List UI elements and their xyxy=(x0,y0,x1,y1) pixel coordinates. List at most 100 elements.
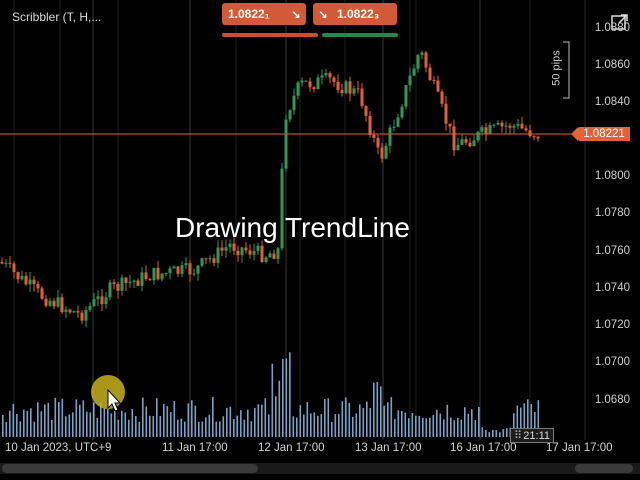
candle-body xyxy=(516,123,520,126)
candle-body xyxy=(244,247,248,251)
volume-bar xyxy=(488,432,491,437)
candle-body xyxy=(488,125,492,134)
mouse-cursor-icon xyxy=(88,370,132,414)
volume-bar xyxy=(317,415,319,437)
volume-bar xyxy=(61,398,64,437)
volume-bar xyxy=(439,413,442,437)
volume-bar xyxy=(299,405,302,437)
time-axis-label: 12 Jan 17:00 xyxy=(258,442,325,454)
crosshair-time-label: ⠿ 21:11 xyxy=(510,428,554,443)
volume-bar xyxy=(166,406,169,437)
volume-bar xyxy=(128,419,130,437)
volume-bar xyxy=(471,409,473,437)
volume-bar xyxy=(240,410,242,437)
volume-bar xyxy=(170,412,172,437)
candle-body xyxy=(368,115,372,135)
volume-bar xyxy=(366,401,368,437)
candle-body xyxy=(108,282,112,298)
volume-bar xyxy=(530,403,533,437)
volume-bar xyxy=(425,418,428,437)
candle-body xyxy=(52,300,56,307)
price-axis-label: 1.0860 xyxy=(594,59,630,71)
volume-bar xyxy=(271,363,274,437)
candle-body xyxy=(252,250,256,255)
volume-bar xyxy=(86,411,88,437)
volume-bar xyxy=(338,414,340,437)
price-axis-label: 1.0740 xyxy=(594,282,630,294)
candle-body xyxy=(184,263,188,266)
candle-body xyxy=(44,298,48,306)
candle-body xyxy=(164,273,168,275)
volume-bar xyxy=(180,418,183,437)
volume-bar xyxy=(100,402,102,437)
volume-bar xyxy=(152,415,155,437)
candle-body xyxy=(312,87,316,90)
candle-body xyxy=(88,305,92,310)
candle-body xyxy=(220,247,224,251)
price-axis-label: 1.0840 xyxy=(594,96,630,108)
volume-bar xyxy=(163,403,165,437)
volume-bar xyxy=(226,407,228,437)
expand-icon[interactable] xyxy=(610,12,630,32)
volume-bar xyxy=(390,397,393,437)
volume-bar xyxy=(79,404,81,437)
volume-bar xyxy=(23,409,25,437)
volume-bar xyxy=(184,421,186,437)
candle-body xyxy=(216,247,220,263)
symbol-label: Scribbler (T, H,... xyxy=(12,10,102,24)
volume-bar xyxy=(310,413,312,437)
candle-body xyxy=(480,127,484,132)
volume-bar xyxy=(131,409,134,437)
candle-body xyxy=(344,81,348,94)
buy-bar xyxy=(322,33,398,37)
volume-bar xyxy=(37,402,39,437)
volume-bar xyxy=(103,407,106,437)
candle-body xyxy=(232,243,236,251)
scrollbar-thumb[interactable] xyxy=(575,464,633,473)
price-axis-label: 1.0700 xyxy=(594,356,630,368)
scrollbar-track[interactable] xyxy=(2,464,258,473)
volume-bar xyxy=(523,403,526,437)
volume-bar xyxy=(464,407,466,437)
candle-body xyxy=(396,117,400,127)
candle-body xyxy=(124,277,128,284)
volume-bar xyxy=(453,420,456,437)
candle-body xyxy=(144,272,148,280)
volume-bar xyxy=(198,421,200,437)
candle-body xyxy=(176,266,180,274)
candle-body xyxy=(76,311,80,313)
arrow-down-right-icon: ↘ xyxy=(291,8,301,21)
sell-button[interactable]: 1.0822₁ ↘ xyxy=(222,3,306,25)
volume-bar xyxy=(278,380,281,437)
volume-bar xyxy=(243,419,246,437)
volume-bar xyxy=(194,405,197,437)
candle-body xyxy=(404,85,408,107)
volume-bar xyxy=(257,404,260,437)
volume-bar xyxy=(411,412,414,437)
candle-body xyxy=(356,88,360,90)
candle-body xyxy=(180,265,184,274)
volume-bar xyxy=(355,413,358,437)
volume-bar xyxy=(65,416,67,437)
candle-body xyxy=(240,247,244,256)
volume-bar xyxy=(467,413,470,437)
candle-body xyxy=(256,245,260,251)
price-axis-label: 1.0880 xyxy=(594,22,630,34)
candle-body xyxy=(200,258,204,266)
horizontal-scrollbar[interactable] xyxy=(0,463,640,474)
volume-bar xyxy=(520,407,522,437)
volume-bar xyxy=(296,417,298,437)
volume-bar xyxy=(432,415,435,437)
volume-bar xyxy=(345,397,347,437)
drag-handle-icon: ⠿ xyxy=(514,430,523,442)
candle-body xyxy=(0,262,4,264)
buy-button[interactable]: ↘ 1.0822₃ xyxy=(313,3,397,25)
volume-bar xyxy=(149,415,151,437)
candle-body xyxy=(460,139,464,145)
volume-bar xyxy=(110,413,113,437)
volume-bar xyxy=(436,409,438,437)
candle-body xyxy=(208,258,212,260)
volume-bar xyxy=(422,417,424,437)
volume-bar xyxy=(334,414,337,437)
